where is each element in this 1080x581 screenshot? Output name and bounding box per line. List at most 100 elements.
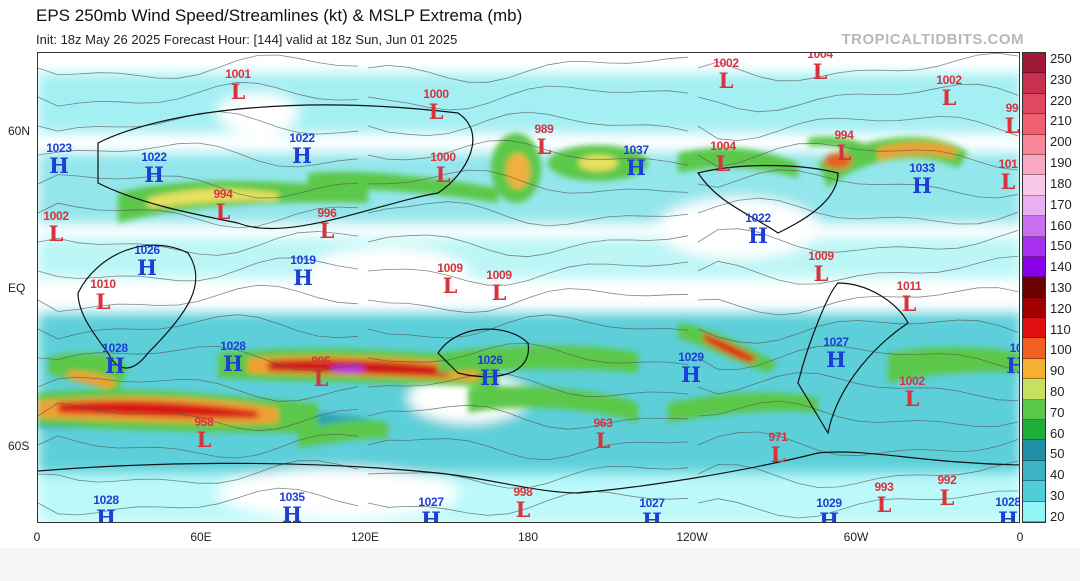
low-pressure-marker: 998 L (513, 486, 532, 520)
pressure-value: 1000 (430, 150, 456, 164)
high-letter: H (912, 173, 932, 198)
pressure-value: 1022 (745, 211, 771, 225)
streamline (697, 372, 1019, 402)
streamline (38, 402, 359, 432)
pressure-value: 1001 (225, 67, 251, 81)
streamline (38, 257, 359, 282)
low-pressure-marker: 1002 L (936, 74, 962, 108)
colorbar-cell (1023, 73, 1045, 94)
high-letter: H (480, 365, 500, 390)
high-pressure-marker: 1037 H (623, 144, 649, 178)
high-pressure-marker: 1026 H (477, 354, 503, 388)
low-pressure-marker: 1002 L (899, 375, 925, 409)
colorbar-cell (1023, 236, 1045, 257)
pressure-value: 1002 (936, 73, 962, 87)
pressure-value: 1029 (816, 496, 842, 510)
low-letter: L (536, 134, 552, 159)
colorbar-label: 20 (1050, 508, 1065, 524)
streamline (367, 288, 689, 314)
streamline (38, 54, 359, 79)
brand-watermark: TROPICALTIDBITS.COM (841, 31, 1024, 48)
high-pressure-marker: 1022 H (289, 132, 315, 166)
streamline (38, 487, 359, 516)
colorbar-label: 200 (1050, 134, 1072, 150)
low-pressure-marker: 1010 L (90, 278, 116, 312)
pressure-value: 1028 (220, 339, 246, 353)
colorbar-cell (1023, 481, 1045, 502)
pressure-value: 996 (317, 206, 337, 220)
pressure-value: 993 (874, 480, 894, 494)
low-pressure-marker: 1001 L (225, 68, 251, 102)
map-subtitle: Init: 18z May 26 2025 Forecast Hour: [14… (36, 32, 458, 47)
streamline (367, 56, 689, 83)
low-pressure-marker: 1009 L (486, 269, 512, 303)
low-letter: L (313, 366, 329, 391)
streamline (697, 83, 1019, 113)
low-letter: L (939, 485, 955, 510)
low-pressure-marker: 1011 L (897, 280, 922, 314)
high-pressure-marker: 1022 H (141, 151, 167, 185)
pressure-value: 1035 (279, 490, 305, 504)
high-letter: H (137, 255, 157, 280)
high-letter: H (748, 223, 768, 248)
colorbar-label: 250 (1050, 51, 1072, 66)
colorbar-cell (1023, 216, 1045, 237)
low-letter: L (515, 497, 531, 522)
low-pressure-marker: 994 L (213, 188, 232, 222)
high-pressure-marker: 1033 H (909, 162, 935, 196)
colorbar-label: 180 (1050, 175, 1072, 191)
streamline (697, 255, 1019, 285)
pressure-value: 994 (213, 187, 233, 201)
low-letter: L (715, 151, 731, 176)
low-letter: L (95, 289, 111, 314)
pressure-value: 1000 (423, 87, 449, 101)
colorbar-label: 40 (1050, 467, 1065, 483)
wind-speed-map: 1001 L 1000 L 989 L 1000 L 994 L 996 L 1002 L 1… (37, 52, 1020, 523)
pressure-value: 998 (513, 485, 533, 499)
colorbar-label: 140 (1050, 259, 1072, 275)
colorbar-cell (1023, 358, 1045, 380)
high-pressure-marker: 1027 H (418, 496, 444, 522)
high-letter: H (144, 162, 164, 187)
x-tick: 60E (190, 530, 212, 544)
high-letter: H (681, 362, 701, 387)
high-letter: H (49, 153, 69, 178)
streamline (367, 372, 689, 398)
high-pressure-marker: 1019 H (290, 254, 316, 288)
pressure-value: 1027 (823, 335, 849, 349)
high-letter: H (1006, 355, 1019, 376)
pressure-value: 994 (834, 128, 854, 142)
high-letter: H (223, 351, 243, 376)
streamline (38, 284, 359, 312)
high-letter: H (642, 508, 662, 523)
coastlines (38, 104, 1019, 494)
streamline (367, 139, 689, 166)
colorbar-label: 50 (1050, 446, 1065, 462)
low-letter: L (428, 99, 444, 124)
low-letter: L (1000, 169, 1016, 194)
colorbar-label: 230 (1050, 71, 1072, 87)
low-pressure-marker: 1002 L (43, 210, 69, 244)
colorbar-label: 150 (1050, 238, 1072, 254)
x-tick: 0 (33, 530, 41, 544)
high-letter: H (998, 507, 1018, 523)
streamline (38, 433, 359, 459)
colorbar-label: 60 (1050, 425, 1065, 441)
pressure-value: 1022 (141, 150, 167, 164)
low-letter: L (901, 291, 917, 316)
low-pressure-marker: 1000 L (423, 88, 449, 122)
streamline (697, 197, 1019, 225)
colorbar-label: 170 (1050, 196, 1072, 212)
low-pressure-marker: 1004 L (807, 53, 833, 82)
streamline (38, 376, 359, 402)
low-letter: L (196, 427, 212, 452)
high-pressure-marker: 1028 H (220, 340, 246, 374)
pressure-value: 1011 (896, 279, 922, 293)
colorbar-cell (1023, 114, 1045, 135)
streamline (367, 201, 689, 227)
high-pressure-marker: 10H (1006, 342, 1019, 376)
colorbar-label: 160 (1050, 217, 1072, 233)
wind-field (38, 53, 1019, 522)
pressure-value: 1004 (710, 139, 736, 153)
colorbar-cell (1023, 93, 1045, 115)
